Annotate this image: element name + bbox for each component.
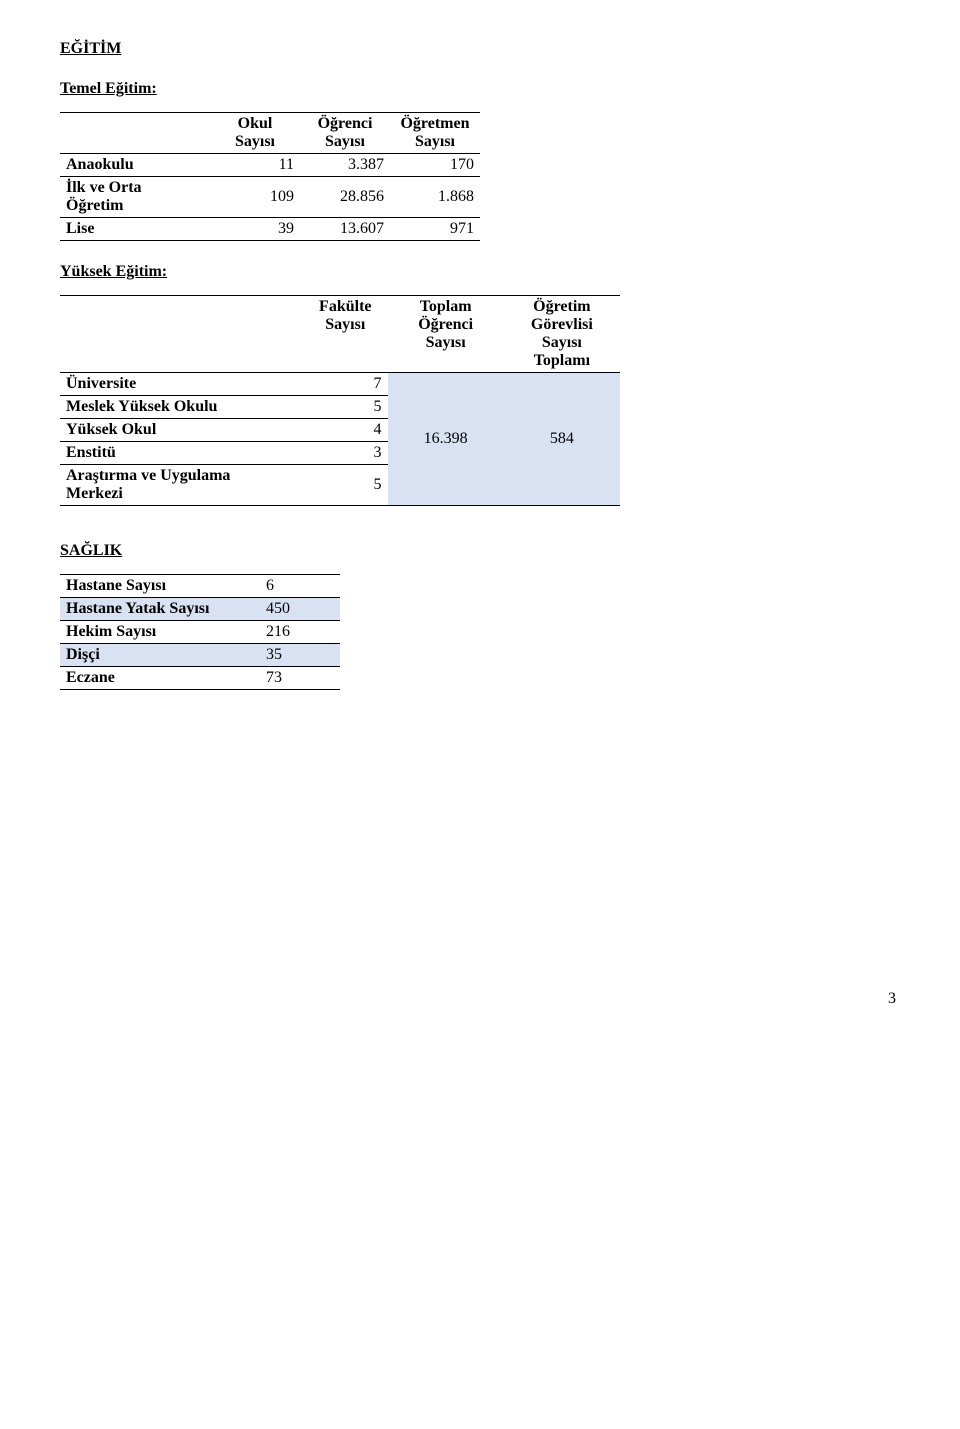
table-row: Dişçi 35 [60, 644, 340, 667]
cell: 7 [303, 373, 388, 396]
row-label: Hastane Sayısı [60, 575, 260, 598]
table-row: Hekim Sayısı 216 [60, 621, 340, 644]
subsection-title-yuksek-egitim: Yüksek Eğitim: [60, 263, 900, 281]
cell: 1.868 [390, 177, 480, 218]
row-label: İlk ve OrtaÖğretim [60, 177, 210, 218]
col-blank [60, 113, 210, 154]
table-row: Hastane Sayısı 6 [60, 575, 340, 598]
merged-ogrenci-cell: 16.398 [388, 373, 504, 506]
cell: 6 [260, 575, 340, 598]
col-ogretim-gorevlisi: ÖğretimGörevlisiSayısıToplamı [504, 296, 620, 373]
cell: 170 [390, 154, 480, 177]
table-row: Hastane Yatak Sayısı 450 [60, 598, 340, 621]
row-label: Enstitü [60, 442, 303, 465]
cell: 109 [210, 177, 300, 218]
table-header-row: FakülteSayısı ToplamÖğrenciSayısı Öğreti… [60, 296, 620, 373]
cell: 39 [210, 218, 300, 241]
col-fakulte: FakülteSayısı [303, 296, 388, 373]
cell: 3.387 [300, 154, 390, 177]
cell: 4 [303, 419, 388, 442]
saglik-table: Hastane Sayısı 6 Hastane Yatak Sayısı 45… [60, 574, 340, 690]
table-header-row: OkulSayısı ÖğrenciSayısı ÖğretmenSayısı [60, 113, 480, 154]
cell: 11 [210, 154, 300, 177]
cell: 13.607 [300, 218, 390, 241]
temel-egitim-table: OkulSayısı ÖğrenciSayısı ÖğretmenSayısı … [60, 112, 480, 241]
row-label: Dişçi [60, 644, 260, 667]
merged-gorevli-cell: 584 [504, 373, 620, 506]
row-label: Meslek Yüksek Okulu [60, 396, 303, 419]
cell: 971 [390, 218, 480, 241]
cell: 28.856 [300, 177, 390, 218]
subsection-title-temel-egitim: Temel Eğitim: [60, 80, 900, 98]
row-label: Üniversite [60, 373, 303, 396]
col-toplam-ogrenci: ToplamÖğrenciSayısı [388, 296, 504, 373]
table-row: Üniversite 7 16.398 584 [60, 373, 620, 396]
cell: 5 [303, 465, 388, 506]
cell: 73 [260, 667, 340, 690]
yuksek-egitim-table: FakülteSayısı ToplamÖğrenciSayısı Öğreti… [60, 295, 620, 506]
col-ogrenci: ÖğrenciSayısı [300, 113, 390, 154]
col-blank [60, 296, 303, 373]
col-ogretmen: ÖğretmenSayısı [390, 113, 480, 154]
cell: 35 [260, 644, 340, 667]
cell: 450 [260, 598, 340, 621]
col-okul: OkulSayısı [210, 113, 300, 154]
row-label: Eczane [60, 667, 260, 690]
row-label: Hastane Yatak Sayısı [60, 598, 260, 621]
cell: 3 [303, 442, 388, 465]
table-row: İlk ve OrtaÖğretim 109 28.856 1.868 [60, 177, 480, 218]
row-label: Araştırma ve UygulamaMerkezi [60, 465, 303, 506]
page-number: 3 [60, 990, 900, 1008]
row-label: Hekim Sayısı [60, 621, 260, 644]
cell: 216 [260, 621, 340, 644]
row-label: Lise [60, 218, 210, 241]
table-row: Lise 39 13.607 971 [60, 218, 480, 241]
cell: 5 [303, 396, 388, 419]
section-title-egitim: EĞİTİM [60, 40, 900, 58]
table-row: Eczane 73 [60, 667, 340, 690]
row-label: Yüksek Okul [60, 419, 303, 442]
section-title-saglik: SAĞLIK [60, 542, 900, 560]
table-row: Anaokulu 11 3.387 170 [60, 154, 480, 177]
row-label: Anaokulu [60, 154, 210, 177]
